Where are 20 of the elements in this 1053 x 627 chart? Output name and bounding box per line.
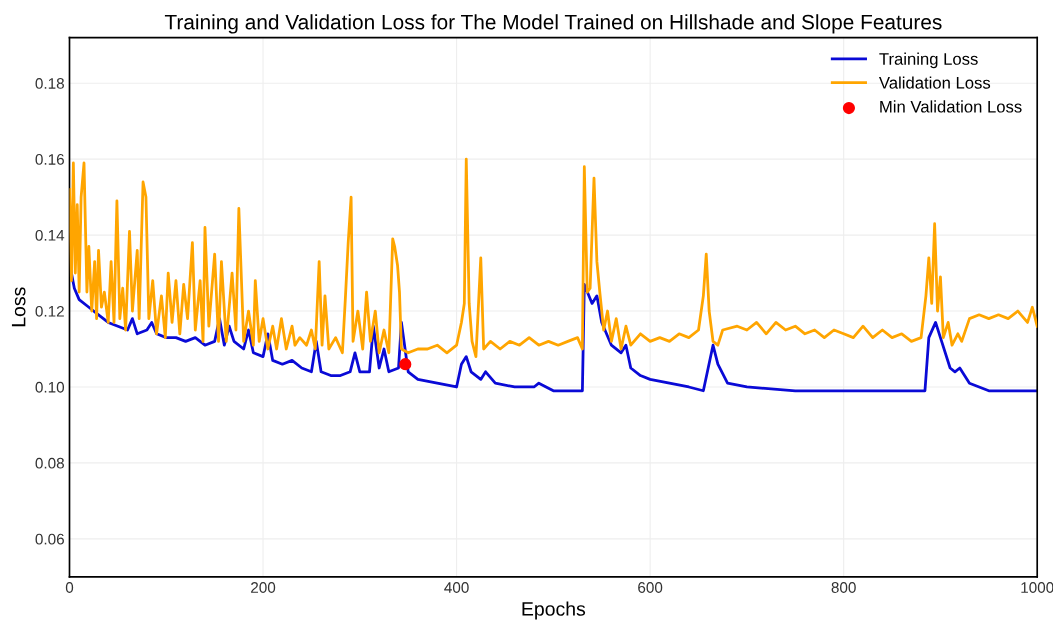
y-tick-label: 0.14 bbox=[35, 229, 65, 241]
y-tick-label: 0.16 bbox=[35, 154, 64, 165]
legend-label: Validation Loss bbox=[878, 76, 991, 89]
x-tick-label: 1000 bbox=[1021, 582, 1053, 593]
y-tick-label: 0.12 bbox=[35, 305, 64, 317]
y-tick-label: 0.10 bbox=[35, 381, 65, 393]
chart-title: Training and Validation Loss for The Model Trained on Hillshade and Slope Features bbox=[164, 14, 942, 34]
y-tick-label: 0.06 bbox=[35, 533, 64, 545]
y-tick-label: 0.18 bbox=[35, 78, 64, 89]
legend-label: Min Validation Loss bbox=[880, 100, 1022, 113]
x-axis-title: Epochs bbox=[522, 601, 586, 620]
x-tick-label: 600 bbox=[638, 582, 663, 593]
x-tick-label: 400 bbox=[444, 582, 469, 593]
y-axis-title: Loss bbox=[11, 287, 26, 327]
x-tick-label: 800 bbox=[831, 582, 856, 593]
x-tick-label: 0 bbox=[65, 582, 74, 593]
x-tick-label: 200 bbox=[251, 582, 276, 593]
y-tick-label: 0.08 bbox=[35, 457, 64, 469]
legend-label: Training Loss bbox=[879, 52, 978, 69]
line-series bbox=[69, 157, 1038, 358]
